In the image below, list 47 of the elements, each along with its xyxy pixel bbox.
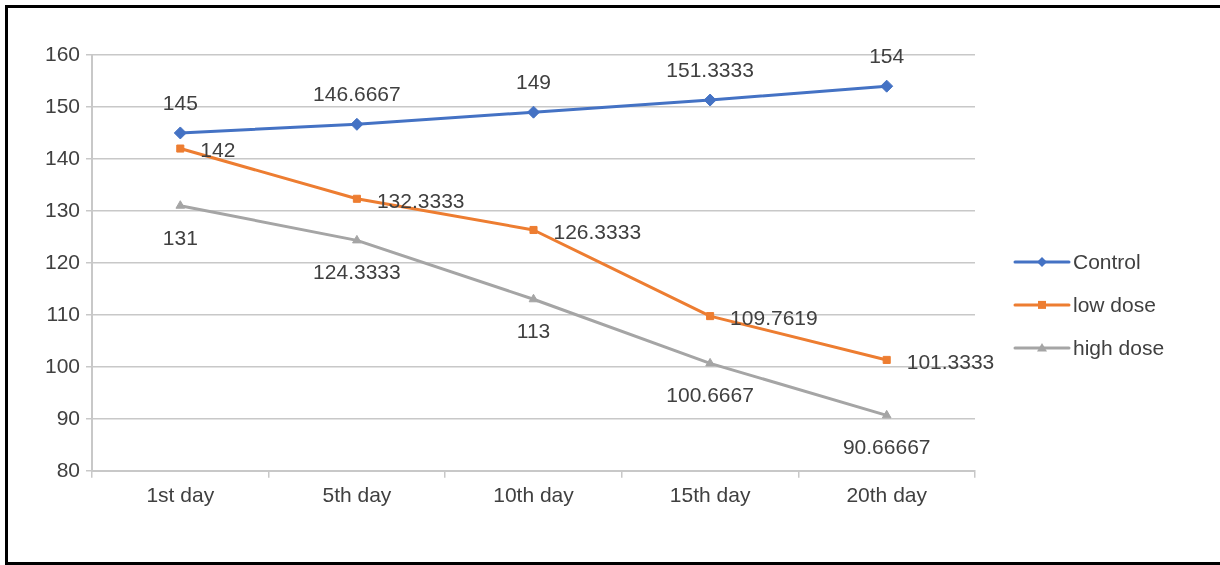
data-label: 149 bbox=[515, 69, 552, 93]
point bbox=[176, 144, 185, 153]
x-tick-label: 1st day bbox=[146, 483, 215, 507]
point bbox=[529, 225, 538, 235]
data-label: 151.3333 bbox=[666, 57, 754, 81]
data-label: 109.7619 bbox=[730, 305, 818, 329]
data-label: 132.3333 bbox=[376, 188, 465, 212]
data-label: 90.66667 bbox=[842, 435, 931, 459]
point bbox=[882, 355, 891, 364]
y-tick-label: 160 bbox=[44, 41, 80, 65]
data-label: 154 bbox=[869, 43, 905, 67]
data-label: 100.6667 bbox=[666, 383, 754, 407]
y-tick-label: 140 bbox=[44, 145, 80, 169]
y-tick-label: 150 bbox=[44, 93, 80, 117]
point bbox=[173, 126, 187, 140]
point bbox=[352, 234, 362, 244]
data-label: 113 bbox=[516, 319, 551, 343]
y-tick-label: 100 bbox=[44, 353, 80, 377]
legend-label: low dose bbox=[1073, 292, 1156, 316]
data-label: 101.3333 bbox=[906, 349, 995, 373]
data-label: 124.3333 bbox=[313, 260, 401, 284]
y-tick-label: 130 bbox=[44, 197, 80, 221]
point bbox=[527, 105, 540, 119]
point bbox=[881, 409, 892, 419]
data-label: 146.6667 bbox=[313, 82, 401, 106]
x-tick-label: 5th day bbox=[322, 483, 392, 507]
data-label: 145 bbox=[162, 90, 198, 114]
y-tick-label: 110 bbox=[46, 301, 80, 325]
point bbox=[352, 194, 361, 203]
x-tick-label: 10th day bbox=[493, 483, 575, 507]
y-tick-label: 120 bbox=[44, 249, 80, 273]
x-tick-label: 15th day bbox=[669, 483, 751, 507]
data-label: 131 bbox=[162, 225, 198, 249]
point bbox=[175, 200, 186, 209]
legend-label: Control bbox=[1073, 249, 1141, 273]
point bbox=[880, 79, 894, 93]
point bbox=[703, 93, 717, 107]
x-tick-label: 20th day bbox=[846, 483, 928, 507]
y-tick-label: 90 bbox=[56, 405, 80, 429]
legend-label: high dose bbox=[1073, 335, 1165, 359]
y-tick-label: 80 bbox=[56, 457, 80, 481]
data-label: 126.3333 bbox=[553, 219, 642, 243]
point bbox=[528, 293, 539, 303]
data-label: 142 bbox=[200, 138, 236, 162]
point bbox=[706, 312, 715, 321]
point bbox=[705, 357, 715, 367]
point bbox=[350, 117, 364, 131]
